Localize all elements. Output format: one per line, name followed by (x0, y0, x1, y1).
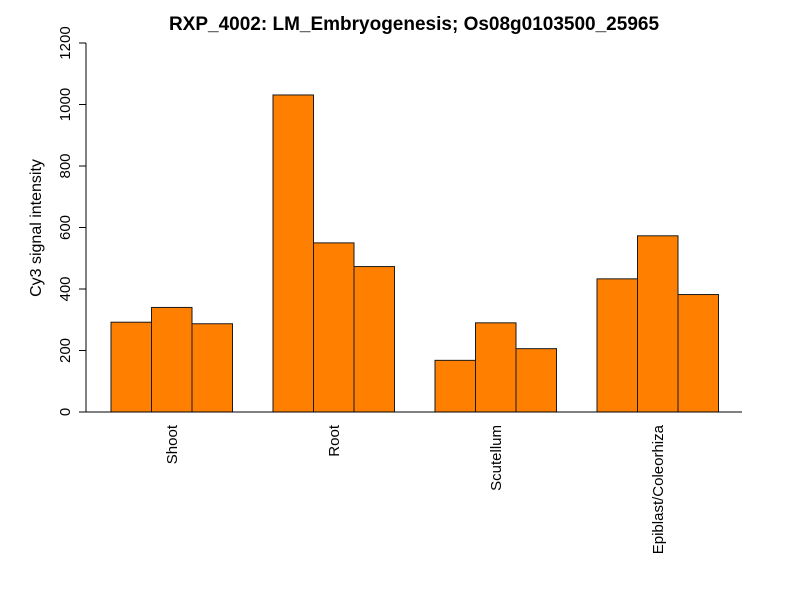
y-tick-label: 800 (57, 153, 74, 178)
chart-title: RXP_4002: LM_Embryogenesis; Os08g0103500… (169, 14, 659, 35)
x-tick-label: Epiblast/Coleorhiza (650, 424, 667, 554)
bar (596, 278, 638, 413)
y-tick-label: 400 (57, 276, 74, 301)
bar (272, 94, 314, 413)
y-tick-label: 600 (57, 215, 74, 240)
y-tick-label: 1000 (57, 88, 74, 121)
x-tick-label: Shoot (164, 424, 181, 464)
bar (110, 321, 152, 413)
y-tick-label: 200 (57, 338, 74, 363)
bar (191, 323, 233, 413)
x-tick-label: Root (326, 424, 343, 457)
x-axis: Shoot Root Scutellum Epiblast/Coleorhiza (86, 411, 742, 554)
bar (313, 242, 355, 413)
bar (637, 235, 679, 413)
bar (434, 359, 476, 413)
y-tick-label: 0 (57, 408, 74, 416)
bar (515, 348, 557, 413)
bars (110, 94, 719, 413)
x-tick-label: Scutellum (488, 425, 505, 491)
bar (475, 322, 517, 413)
bar (677, 294, 719, 413)
y-axis-label: Cy3 signal intensity (28, 159, 45, 297)
y-axis: 0 200 400 600 800 1000 1200 (57, 26, 87, 416)
y-tick-label: 1200 (57, 26, 74, 59)
bar (151, 306, 193, 413)
bar (353, 266, 395, 413)
